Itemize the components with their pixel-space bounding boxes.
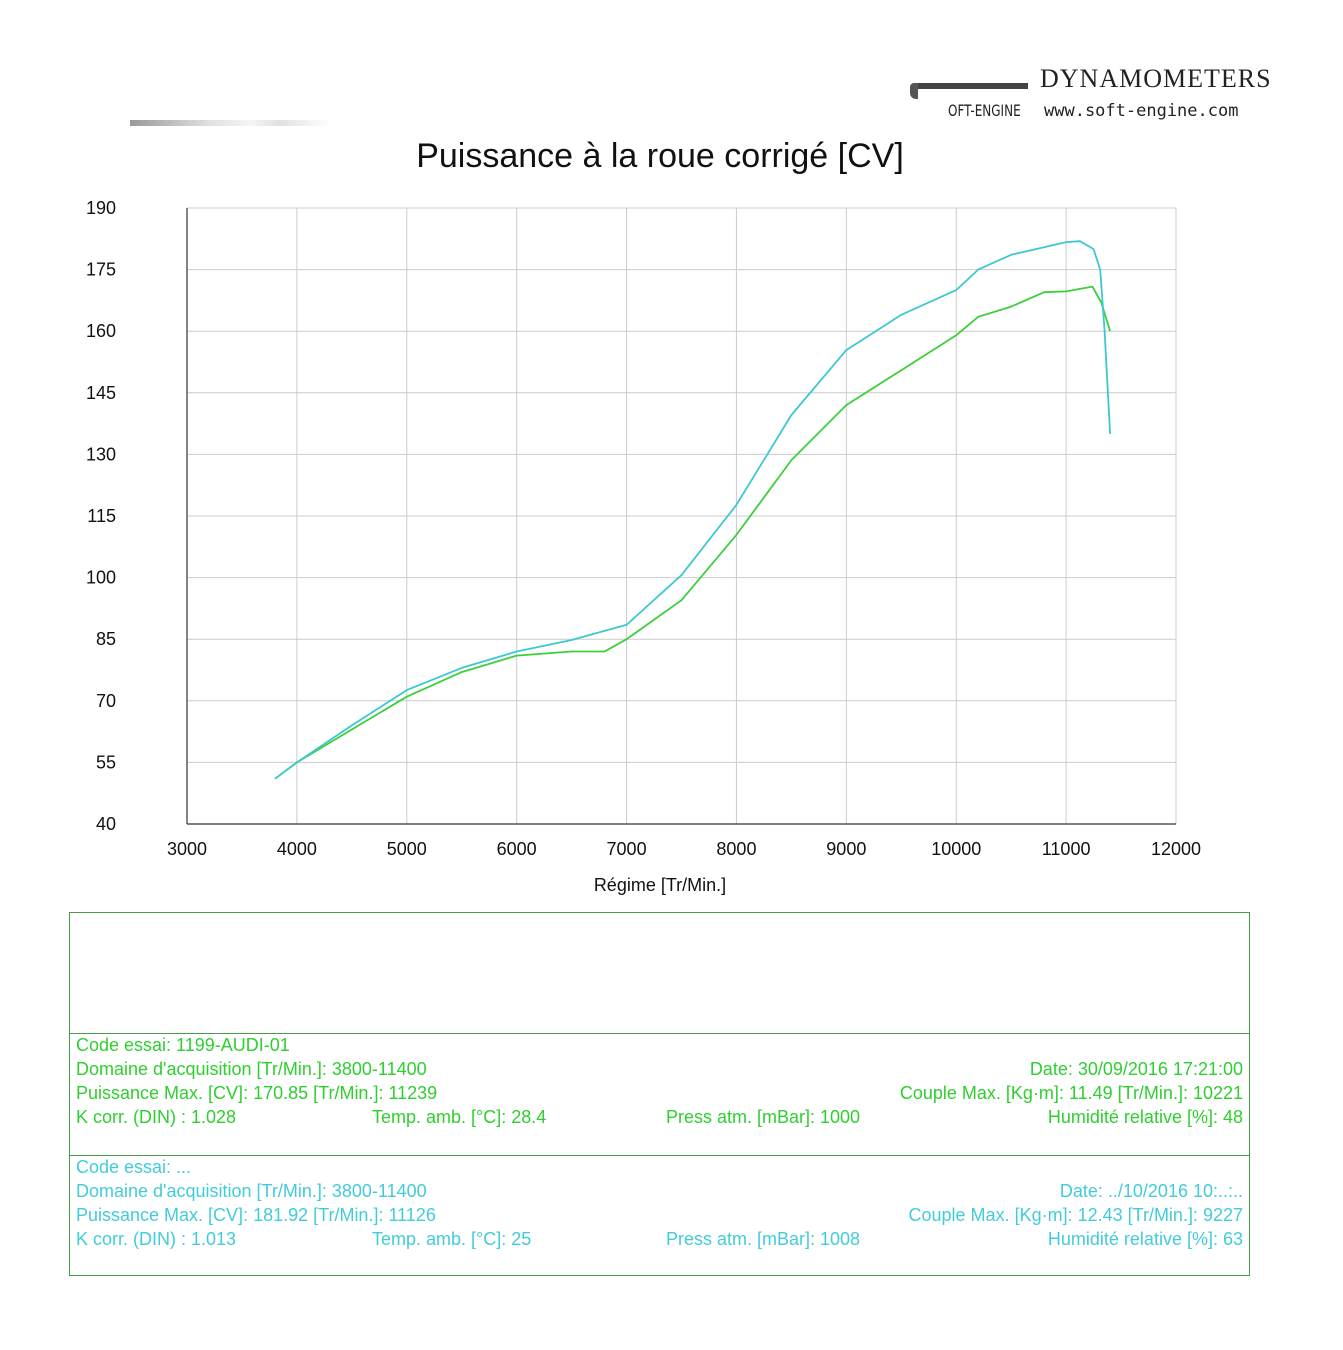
series-lines [274,240,1111,780]
y-tick-label: 130 [86,444,116,464]
y-tick-label: 190 [86,198,116,218]
y-tick-label: 40 [96,814,116,834]
x-tick-label: 6000 [497,839,537,859]
y-tick-label: 85 [96,629,116,649]
divider [69,1033,1250,1034]
power-chart: 3000 4000 5000 6000 7000 8000 9000 10000 11000 12… [86,198,1201,895]
series-line-1 [274,285,1111,780]
x-tick-label: 4000 [277,839,317,859]
y-ticks: 190 175 160 145 130 115 100 85 70 55 40 [86,198,116,834]
run1-kcorr: K corr. (DIN) : 1.028 [76,1107,237,1127]
run2-domain: Domaine d'acquisition [Tr/Min.]: 3800-11… [76,1181,427,1201]
run2-press: Press atm. [mBar]: 1008 [666,1229,861,1249]
x-tick-label: 5000 [387,839,427,859]
x-axis-label: Régime [Tr/Min.] [594,875,726,895]
brand-name: DYNAMOMETERS [1040,64,1272,93]
run1-domain: Domaine d'acquisition [Tr/Min.]: 3800-11… [76,1059,427,1079]
y-tick-label: 160 [86,321,116,341]
x-tick-label: 3000 [167,839,207,859]
x-tick-label: 8000 [716,839,756,859]
series-line-2 [274,240,1111,780]
y-tick-label: 145 [86,383,116,403]
run2-kcorr: K corr. (DIN) : 1.013 [76,1229,237,1249]
x-tick-label: 9000 [826,839,866,859]
x-ticks: 3000 4000 5000 6000 7000 8000 9000 10000 11000 12… [167,839,1201,859]
run1-press: Press atm. [mBar]: 1000 [666,1107,861,1127]
divider [69,1155,1250,1156]
y-tick-label: 115 [87,506,116,526]
y-tick-label: 100 [86,568,116,588]
results-box [69,912,1250,1276]
y-tick-label: 70 [96,691,116,711]
run2-temp: Temp. amb. [°C]: 25 [372,1229,532,1249]
run2-date: Date: ../10/2016 10:..:.. [1059,1181,1243,1201]
run2-humidity: Humidité relative [%]: 63 [1047,1229,1243,1249]
blurred-header-text [130,120,330,126]
run1-date: Date: 30/09/2016 17:21:00 [1029,1059,1243,1079]
y-tick-label: 55 [96,752,116,772]
run1-code: Code essai: 1199-AUDI-01 [76,1035,290,1055]
run1-humidity: Humidité relative [%]: 48 [1047,1107,1243,1127]
run1-temp: Temp. amb. [°C]: 28.4 [372,1107,547,1127]
chart-title: Puissance à la roue corrigé [CV] [416,137,904,175]
y-tick-label: 175 [86,260,116,280]
logo-hook [910,83,918,99]
logo-bar [912,83,1028,89]
x-tick-label: 12000 [1151,839,1201,859]
run2-power: Puissance Max. [CV]: 181.92 [Tr/Min.]: 1… [76,1205,436,1225]
x-tick-label: 11000 [1042,839,1091,859]
run1-torque: Couple Max. [Kg·m]: 11.49 [Tr/Min.]: 102… [899,1083,1243,1103]
logo-text: OFT-ENGINE [948,101,1021,120]
brand-url: www.soft-engine.com [1044,101,1239,121]
run1-power: Puissance Max. [CV]: 170.85 [Tr/Min.]: 1… [76,1083,438,1103]
run2-torque: Couple Max. [Kg·m]: 12.43 [Tr/Min.]: 922… [908,1205,1243,1225]
x-tick-label: 10000 [931,839,981,859]
x-tick-label: 7000 [607,839,647,859]
grid [186,207,1177,825]
run2-code: Code essai: ... [76,1157,192,1177]
